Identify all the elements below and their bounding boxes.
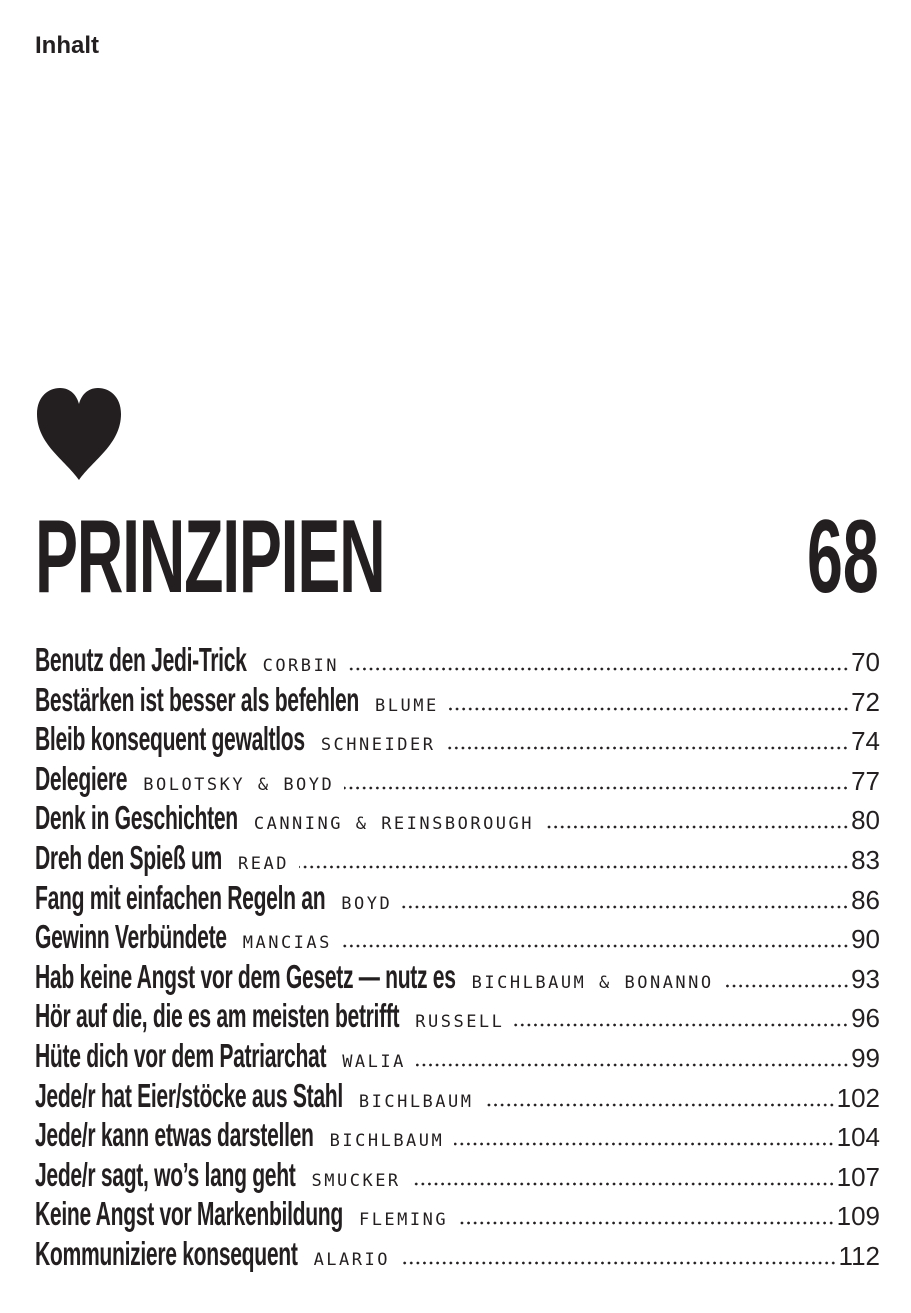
entry-page-number: 86 <box>851 884 880 915</box>
toc-entry[interactable]: Delegiere BOLOTSKY & BOYD 77 <box>35 760 880 800</box>
toc-entry[interactable]: Kommuniziere konsequent ALARIO 112 <box>35 1235 880 1275</box>
dot-leader <box>298 864 850 869</box>
entry-page-number: 72 <box>851 686 880 717</box>
entry-title: Hab keine Angst vor dem Gesetz — nutz es <box>35 957 456 995</box>
dot-leader <box>349 667 850 671</box>
entry-title: Keine Angst vor Markenbildung <box>35 1195 343 1233</box>
toc-entry[interactable]: Fang mit einfachen Regeln an BOYD 86 <box>35 879 880 919</box>
entry-author: READ <box>238 853 289 874</box>
entry-title: Fang mit einfachen Regeln an <box>35 878 326 916</box>
toc-entry[interactable]: Bleib konsequent gewaltlos SCHNEIDER 74 <box>35 720 880 760</box>
entry-page-number: 80 <box>851 805 880 836</box>
entry-title: Jede/r kann etwas darstellen <box>35 1116 314 1154</box>
entry-title: Dreh den Spieß um <box>35 838 223 876</box>
dot-leader <box>410 1181 835 1186</box>
entry-page-number: 74 <box>851 726 880 757</box>
section-title: PRINZIPIEN <box>35 499 386 615</box>
entry-page-number: 93 <box>851 963 880 994</box>
dot-leader <box>544 825 850 830</box>
entry-title: Jede/r sagt, wo’s lang geht <box>35 1155 296 1193</box>
toc-entry[interactable]: Hüte dich vor dem Patriarchat WALIA 99 <box>35 1037 880 1077</box>
toc-entry[interactable]: Denk in Geschichten CANNING & REINSBOROUG… <box>35 799 880 839</box>
toc-entry[interactable]: Hör auf die, die es am meisten betrifft R… <box>35 997 880 1037</box>
dot-leader <box>445 746 850 751</box>
entry-author: WALIA <box>342 1051 406 1072</box>
dot-leader <box>341 944 850 949</box>
entry-author: SCHNEIDER <box>320 735 436 756</box>
entry-page-number: 102 <box>836 1082 880 1113</box>
toc-entry[interactable]: Gewinn Verbündete MANCIAS 90 <box>35 918 880 958</box>
entry-page-number: 90 <box>851 924 880 955</box>
entry-author: RUSSELL <box>415 1012 505 1033</box>
toc-entry[interactable]: Benutz den Jedi-Trick CORBIN 70 <box>35 641 880 681</box>
heart-icon <box>37 388 121 480</box>
entry-page-number: 112 <box>838 1240 880 1271</box>
entry-page-number: 99 <box>851 1042 880 1073</box>
dot-leader <box>458 1221 835 1226</box>
entry-author: BICHLBAUM <box>329 1131 445 1152</box>
entry-page-number: 83 <box>851 844 880 875</box>
toc-entry[interactable]: Hab keine Angst vor dem Gesetz — nutz es… <box>35 958 880 998</box>
entry-author: MANCIAS <box>242 933 332 954</box>
entry-author: BOLOTSKY & BOYD <box>143 774 335 795</box>
entry-page-number: 107 <box>836 1161 880 1192</box>
entry-title: Bestärken ist besser als befehlen <box>35 680 359 718</box>
toc-entry[interactable]: Jede/r hat Eier/stöcke aus Stahl BICHLBAU… <box>35 1077 880 1117</box>
entry-title: Bleib konsequent gewaltlos <box>35 720 305 758</box>
entry-title: Delegiere <box>35 759 128 797</box>
entry-author: ALARIO <box>313 1249 390 1270</box>
entry-author: SMUCKER <box>311 1170 401 1191</box>
page-header: Inhalt <box>35 32 99 59</box>
dot-leader <box>483 1102 835 1107</box>
entry-author: CORBIN <box>262 656 339 676</box>
dot-leader <box>454 1142 835 1147</box>
entry-author: BICHLBAUM <box>358 1091 474 1112</box>
entry-author: BLUME <box>375 695 439 716</box>
entry-author: BICHLBAUM & BONANNO <box>471 972 714 993</box>
entry-page-number: 70 <box>851 647 880 677</box>
entry-title: Benutz den Jedi-Trick <box>35 641 247 678</box>
entry-title: Kommuniziere konsequent <box>35 1234 298 1272</box>
section-page-number: 68 <box>807 499 879 615</box>
table-of-contents: Benutz den Jedi-Trick CORBIN 70 Bestärken i… <box>35 641 880 1275</box>
entry-title: Hüte dich vor dem Patriarchat <box>35 1036 327 1074</box>
entry-title: Hör auf die, die es am meisten betrifft <box>35 997 400 1035</box>
entry-page-number: 104 <box>836 1122 880 1153</box>
dot-leader <box>399 1260 837 1265</box>
toc-entry[interactable]: Bestärken ist besser als befehlen BLUME 72 <box>35 681 880 721</box>
entry-author: CANNING & REINSBOROUGH <box>253 814 535 835</box>
toc-entry[interactable]: Jede/r sagt, wo’s lang geht SMUCKER 107 <box>35 1156 880 1196</box>
dot-leader <box>723 983 850 988</box>
dot-leader <box>448 706 850 711</box>
toc-entry[interactable]: Jede/r kann etwas darstellen BICHLBAUM 104 <box>35 1116 880 1156</box>
dot-leader <box>415 1062 850 1067</box>
entry-title: Gewinn Verbündete <box>35 918 227 956</box>
dot-leader <box>514 1023 850 1028</box>
dot-leader <box>344 785 850 790</box>
entry-page-number: 77 <box>851 765 880 796</box>
entry-author: BOYD <box>341 893 393 914</box>
dot-leader <box>402 904 850 909</box>
entry-page-number: 109 <box>836 1201 880 1232</box>
toc-entry[interactable]: Dreh den Spieß um READ 83 <box>35 839 880 879</box>
entry-title: Denk in Geschichten <box>35 799 238 837</box>
entry-author: FLEMING <box>358 1210 449 1231</box>
entry-title: Jede/r hat Eier/stöcke aus Stahl <box>35 1076 343 1114</box>
entry-page-number: 96 <box>851 1003 880 1034</box>
toc-entry[interactable]: Keine Angst vor Markenbildung FLEMING 109 <box>35 1195 880 1235</box>
